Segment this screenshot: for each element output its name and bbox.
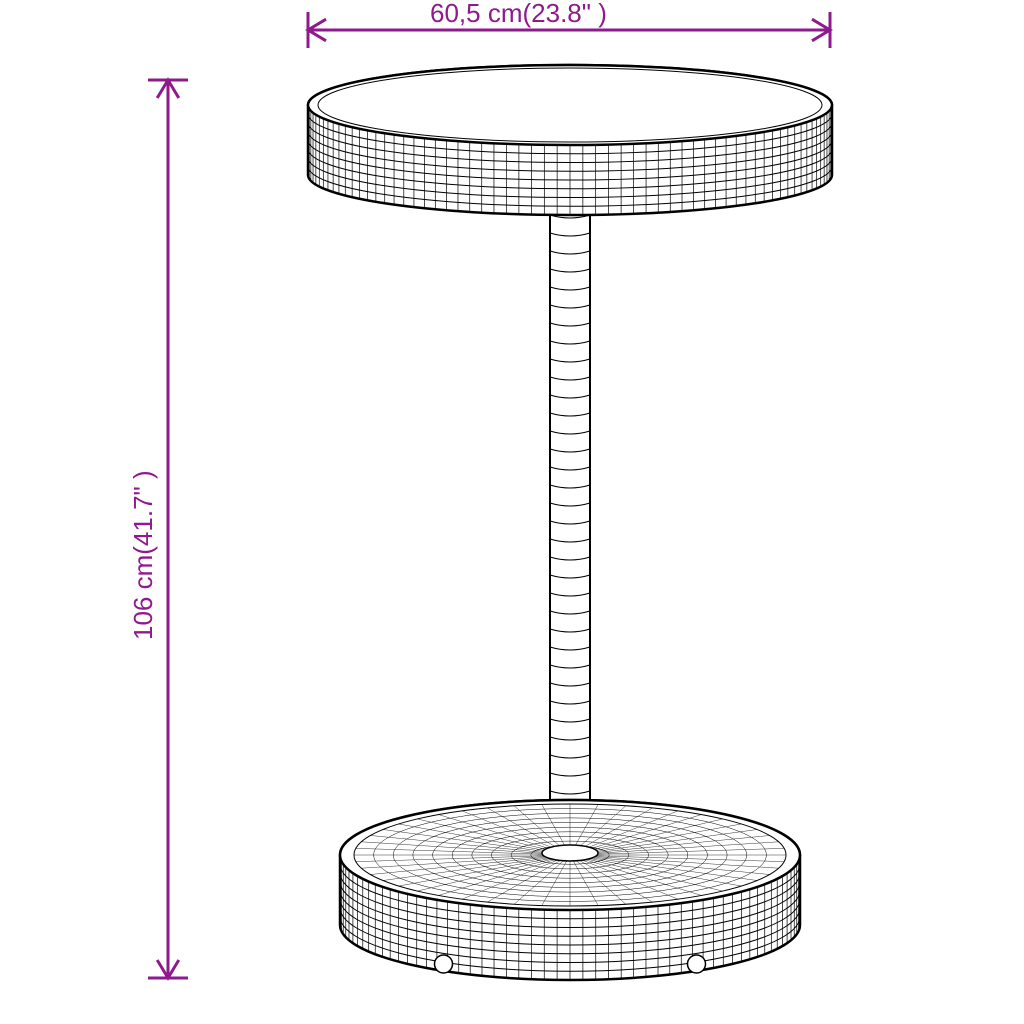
table-top	[308, 65, 832, 215]
dimension-width-label: 60,5 cm(23.8" )	[430, 0, 607, 26]
dimension-height-label: 106 cm(41.7" )	[130, 470, 156, 640]
table-base	[340, 800, 800, 980]
table-pole	[550, 215, 590, 855]
diagram-stage: 60,5 cm(23.8" ) 106 cm(41.7" )	[0, 0, 1024, 1024]
